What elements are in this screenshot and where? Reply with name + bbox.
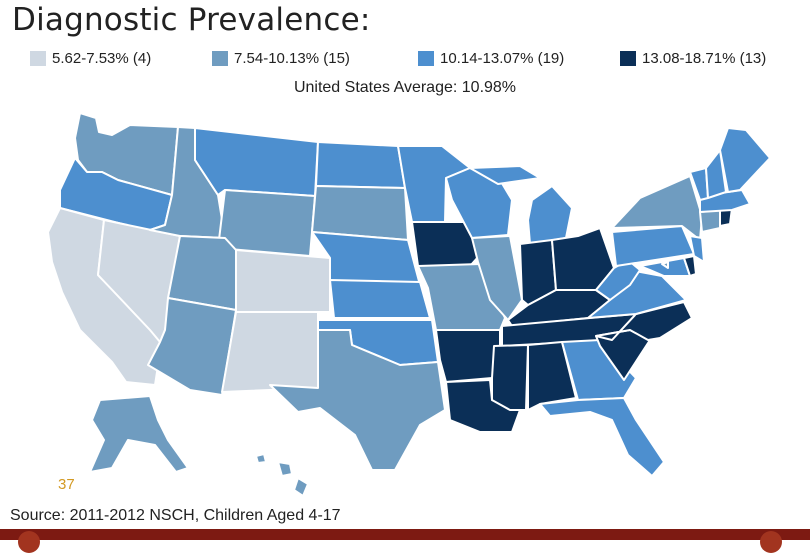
source-note: Source: 2011-2012 NSCH, Children Aged 4-… bbox=[10, 507, 341, 524]
legend-swatch bbox=[418, 51, 434, 66]
legend-swatch bbox=[620, 51, 636, 66]
state-co[interactable] bbox=[235, 249, 331, 313]
legend-item: 5.62-7.53% (4) bbox=[30, 50, 151, 67]
state-ms[interactable] bbox=[491, 344, 529, 411]
state-nj[interactable] bbox=[689, 235, 705, 263]
state-ar[interactable] bbox=[435, 329, 501, 383]
us-map bbox=[47, 112, 771, 497]
state-de[interactable] bbox=[683, 255, 697, 277]
state-la[interactable] bbox=[445, 379, 521, 433]
state-mn[interactable] bbox=[397, 145, 471, 223]
state-nm[interactable] bbox=[221, 311, 319, 393]
state-nd[interactable] bbox=[315, 141, 406, 189]
state-al[interactable] bbox=[527, 341, 577, 411]
state-dc[interactable] bbox=[661, 261, 669, 269]
footer-decoration bbox=[18, 531, 40, 553]
state-ks[interactable] bbox=[329, 279, 431, 319]
footer-decoration bbox=[760, 531, 782, 553]
legend-item: 13.08-18.71% (13) bbox=[620, 50, 766, 67]
state-me[interactable] bbox=[719, 127, 771, 193]
legend-item: 7.54-10.13% (15) bbox=[212, 50, 350, 67]
state-fl[interactable] bbox=[539, 397, 665, 477]
legend-label: 13.08-18.71% (13) bbox=[642, 50, 767, 67]
state-ct[interactable] bbox=[699, 209, 721, 233]
page-title: Diagnostic Prevalence: bbox=[12, 2, 371, 38]
state-hi[interactable] bbox=[255, 453, 309, 497]
map-legend: 5.62-7.53% (4) 7.54-10.13% (15) 10.14-13… bbox=[0, 50, 810, 70]
state-ak[interactable] bbox=[89, 395, 189, 473]
state-mt[interactable] bbox=[194, 127, 319, 197]
page-number: 37 bbox=[58, 476, 75, 493]
state-nh[interactable] bbox=[705, 149, 727, 199]
state-wv[interactable] bbox=[595, 259, 641, 301]
state-tx[interactable] bbox=[269, 329, 446, 471]
legend-swatch bbox=[30, 51, 46, 66]
legend-label: 7.54-10.13% (15) bbox=[234, 50, 350, 67]
state-sd[interactable] bbox=[311, 185, 409, 241]
footer-bar bbox=[0, 529, 810, 553]
legend-item: 10.14-13.07% (19) bbox=[418, 50, 564, 67]
legend-label: 10.14-13.07% (19) bbox=[440, 50, 565, 67]
legend-swatch bbox=[212, 51, 228, 66]
us-average: United States Average: 10.98% bbox=[293, 79, 517, 96]
state-ga[interactable] bbox=[561, 339, 637, 401]
legend-label: 5.62-7.53% (4) bbox=[52, 50, 152, 67]
